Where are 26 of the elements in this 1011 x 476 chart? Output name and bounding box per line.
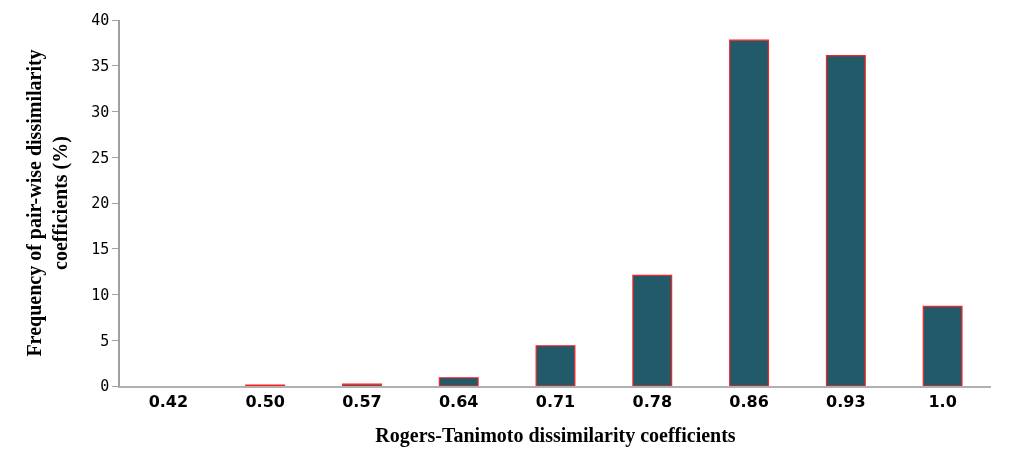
- x-tick-label: 0.57: [342, 391, 382, 411]
- y-tick-label: 0: [100, 377, 110, 396]
- x-tick-label: 1.0: [928, 391, 957, 411]
- y-tick-label: 15: [91, 240, 110, 258]
- bar: [438, 377, 479, 386]
- y-tick-label: 30: [91, 102, 110, 121]
- y-tick-label: 25: [91, 148, 110, 167]
- x-tick-label: 0.71: [535, 391, 576, 411]
- y-axis-title: Frequency of pair-wise dissimilarity coefficients (%): [23, 49, 73, 357]
- bar: [825, 55, 866, 386]
- y-tick-label: 5: [100, 331, 110, 350]
- x-tick-label: 0.50: [245, 391, 285, 411]
- y-tick-label: 40: [91, 11, 110, 30]
- x-axis-title: Rogers-Tanimoto dissimilarity coefficients: [375, 423, 736, 447]
- x-tick-label: 0.78: [632, 391, 673, 411]
- x-tick-label: 0.64: [438, 391, 479, 411]
- bar: [729, 39, 770, 386]
- y-tick-label: 10: [91, 285, 110, 304]
- x-tick-label: 0.93: [826, 391, 866, 411]
- bar: [922, 305, 963, 386]
- bar: [535, 345, 576, 386]
- y-tick-label: 35: [91, 57, 110, 75]
- x-tick-label: 0.86: [729, 391, 769, 411]
- y-tick-label: 20: [91, 194, 110, 213]
- bar: [632, 274, 673, 386]
- x-tick-label: 0.42: [148, 391, 189, 411]
